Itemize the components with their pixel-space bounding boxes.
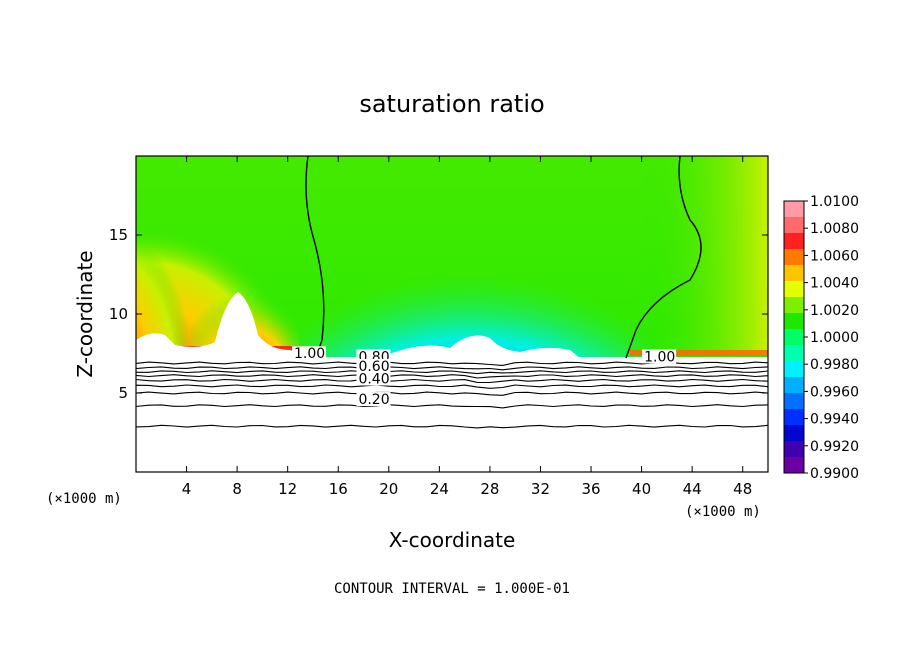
contour-line-1.00-right — [625, 156, 702, 359]
colorbar-swatch — [784, 233, 804, 250]
contour-line — [136, 424, 768, 429]
y-tick-label: 10 — [109, 305, 128, 323]
contour-label-bg — [356, 358, 391, 373]
colorbar-swatch — [784, 201, 804, 218]
colorbar-label: 1.0100 — [810, 194, 859, 210]
x-tick-label: 8 — [232, 480, 242, 498]
x-tick-label: 44 — [683, 480, 702, 498]
colorbar-swatch — [784, 409, 804, 426]
contour-label: 1.00 — [644, 349, 675, 365]
colorbar-label: 0.9940 — [810, 412, 859, 428]
x-tick-label: 40 — [632, 480, 651, 498]
contour-line — [136, 378, 768, 384]
supersaturated-band-right — [630, 350, 768, 356]
colorbar-label: 0.9900 — [810, 466, 859, 482]
colorbar-swatch — [784, 297, 804, 314]
x-tick-label: 48 — [733, 480, 752, 498]
contour-line — [136, 391, 768, 396]
contour-line — [136, 384, 768, 389]
contour-line-1.00-left — [305, 156, 325, 359]
x-tick-label: 12 — [278, 480, 297, 498]
colorbar-label: 1.0000 — [810, 330, 859, 346]
colorbar-swatch — [784, 313, 804, 330]
colorbar-swatch — [784, 441, 804, 458]
cloud-region-left — [136, 292, 310, 358]
x-tick-label: 16 — [329, 480, 348, 498]
colorbar-label: 0.9960 — [810, 384, 859, 400]
colorbar-label: 0.9980 — [810, 357, 859, 373]
x-tick-label: 32 — [531, 480, 550, 498]
contour-labels: 1.00 0.800.600.400.201.00 — [292, 346, 677, 408]
colorbar-swatch — [784, 425, 804, 442]
colorbar — [783, 200, 805, 474]
y-axis-label: Z-coordinate — [73, 250, 97, 377]
contour-line — [136, 370, 768, 375]
colorbar-swatch — [784, 281, 804, 298]
chart-title: saturation ratio — [359, 90, 544, 118]
colorbar-swatch — [784, 457, 804, 474]
x-unit-right: (×1000 m) — [685, 504, 761, 520]
contour-line — [136, 366, 768, 371]
contour-label-bg — [292, 346, 326, 361]
colorbar-swatch — [784, 217, 804, 234]
x-unit-left: (×1000 m) — [46, 491, 122, 507]
plot-area: 1.00 0.800.600.400.201.00 — [136, 156, 768, 472]
contour-label: 1.00 — [294, 346, 325, 362]
colorbar-swatch — [784, 345, 804, 362]
colorbar-label: 1.0020 — [810, 303, 859, 319]
contour-label-bg — [356, 392, 391, 407]
colorbar-swatch — [784, 361, 804, 378]
colorbar-swatch — [784, 329, 804, 346]
colorbar-label: 1.0040 — [810, 276, 859, 292]
contour-label-bg — [642, 349, 677, 364]
contour-interval-note: CONTOUR INTERVAL = 1.000E-01 — [334, 581, 570, 597]
x-tick-label: 36 — [581, 480, 600, 498]
cloud-region-center — [380, 335, 580, 358]
colorbar-label: 1.0060 — [810, 248, 859, 264]
x-tick-label: 28 — [480, 480, 499, 498]
colorbar-swatch — [784, 377, 804, 394]
x-tick-label: 20 — [379, 480, 398, 498]
contour-label-bg — [356, 371, 391, 386]
x-axis-ticks: 4 8 12 16 20 24 28 32 36 40 44 48 — [182, 156, 752, 498]
y-axis-ticks: 5 10 15 — [109, 226, 768, 402]
y-tick-label: 15 — [109, 226, 128, 244]
colorbar-label: 0.9920 — [810, 439, 859, 455]
contour-label: 0.60 — [358, 359, 389, 375]
x-tick-label: 4 — [182, 480, 192, 498]
x-tick-label: 24 — [430, 480, 449, 498]
contour-line — [136, 374, 768, 379]
colorbar-swatch — [784, 393, 804, 410]
x-axis-label: X-coordinate — [389, 528, 516, 552]
colorbar-labels: 1.0100 1.0080 1.0060 1.0040 1.0020 1.0000 0.99… — [804, 194, 859, 482]
contour-label: 0.20 — [358, 392, 389, 408]
colorbar-swatch — [784, 265, 804, 282]
contour-line — [136, 404, 768, 409]
colorbar-label: 1.0080 — [810, 221, 859, 237]
contour-label: 0.40 — [358, 372, 389, 388]
colorbar-swatch — [784, 249, 804, 266]
lower-contours — [136, 361, 768, 429]
y-tick-label: 5 — [118, 384, 128, 402]
warm-region-right — [640, 156, 768, 356]
